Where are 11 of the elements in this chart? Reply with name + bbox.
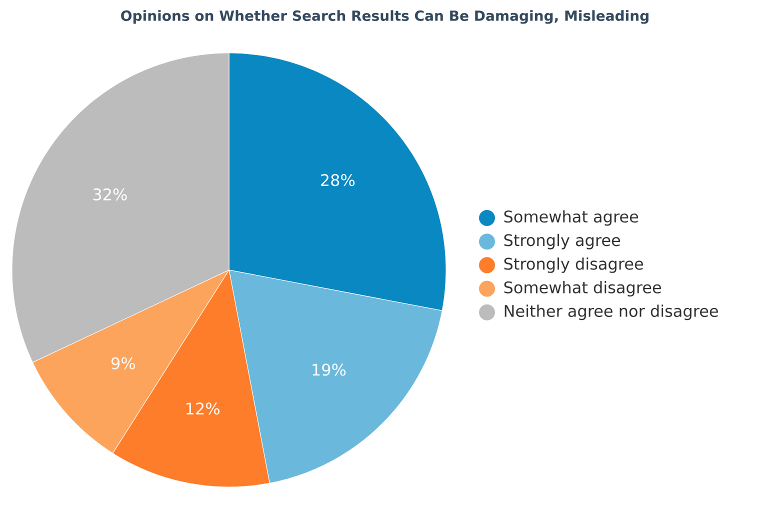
data-label: 12% <box>186 402 220 415</box>
data-label: 9% <box>112 357 136 370</box>
legend-label: Strongly disagree <box>504 257 643 273</box>
legend-label: Somewhat agree <box>504 210 638 226</box>
legend-label: Somewhat disagree <box>504 281 662 297</box>
legend-label: Strongly agree <box>504 234 620 250</box>
legend-label: Neither agree nor disagree <box>504 304 718 320</box>
data-label: 32% <box>93 188 127 200</box>
chart-title: Opinions on Whether Search Results Can Be Damaging, Misleading <box>121 10 648 24</box>
data-label: 19% <box>312 364 346 376</box>
data-label: 28% <box>321 174 355 186</box>
